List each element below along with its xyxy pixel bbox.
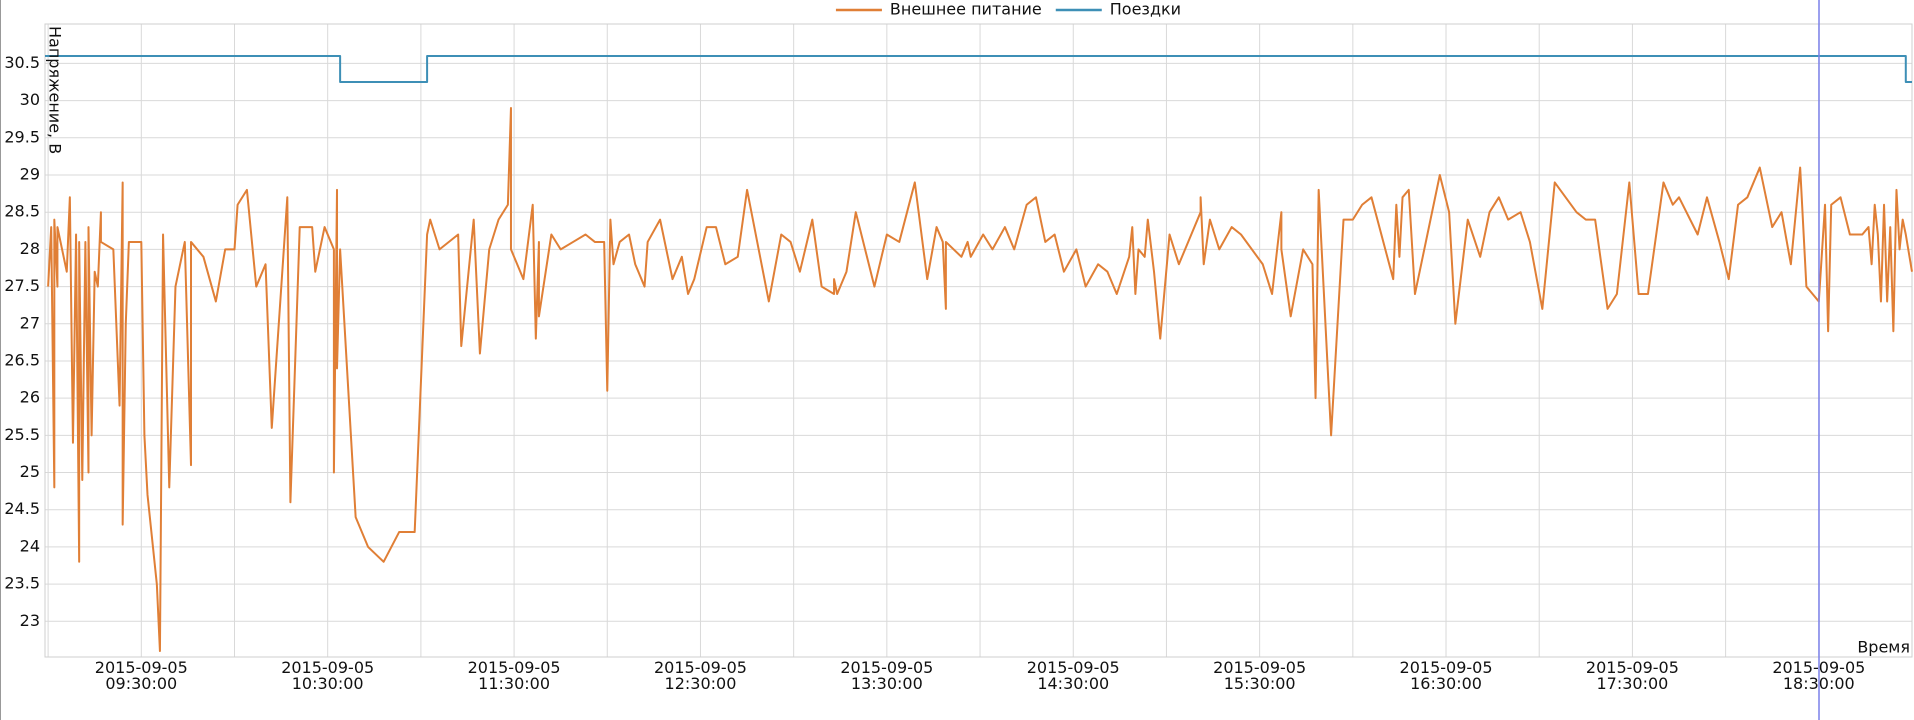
y-tick-label: 23: [20, 611, 40, 630]
x-tick-label: 2015-09-05 16:30:00: [1400, 658, 1493, 693]
y-tick-label: 28: [20, 239, 40, 258]
legend[interactable]: Внешнее питание Поездки: [835, 0, 1181, 19]
legend-item[interactable]: Внешнее питание: [835, 0, 1042, 19]
y-tick-label: 30: [20, 90, 40, 109]
x-axis-label: Время: [1857, 638, 1910, 657]
plot-frame: [44, 23, 1913, 658]
x-tick-label: 2015-09-05 17:30:00: [1586, 658, 1679, 693]
y-tick-label: 29.5: [4, 127, 40, 146]
legend-label: Внешнее питание: [890, 0, 1042, 19]
y-tick-label: 25.5: [4, 425, 40, 444]
x-tick-label: 2015-09-05 11:30:00: [468, 658, 561, 693]
y-tick-label: 29: [20, 164, 40, 183]
x-tick-label: 2015-09-05 12:30:00: [654, 658, 747, 693]
y-tick-label: 23.5: [4, 574, 40, 593]
x-tick-label: 2015-09-05 09:30:00: [95, 658, 188, 693]
y-tick-label: 28.5: [4, 202, 40, 221]
series-line: [45, 54, 1912, 84]
y-tick-label: 27: [20, 313, 40, 332]
y-tick-label: 25: [20, 462, 40, 481]
x-tick-label: 2015-09-05 18:30:00: [1772, 658, 1865, 693]
y-axis-label: Напряжение, В: [46, 26, 65, 154]
series-line: [47, 107, 1913, 653]
y-tick-label: 24: [20, 536, 40, 555]
plot-lines: [45, 54, 1913, 653]
x-tick-label: 2015-09-05 15:30:00: [1213, 658, 1306, 693]
x-tick-label: 2015-09-05 10:30:00: [281, 658, 374, 693]
x-tick-label: 2015-09-05 14:30:00: [1027, 658, 1120, 693]
y-tick-label: 26.5: [4, 350, 40, 369]
legend-item[interactable]: Поездки: [1055, 0, 1181, 19]
x-tick-label: 2015-09-05 13:30:00: [840, 658, 933, 693]
y-tick-label: 27.5: [4, 276, 40, 295]
y-tick-label: 24.5: [4, 499, 40, 518]
y-tick-label: 26: [20, 388, 40, 407]
legend-label: Поездки: [1110, 0, 1181, 19]
y-tick-label: 30.5: [4, 53, 40, 72]
grid: [45, 24, 1912, 657]
